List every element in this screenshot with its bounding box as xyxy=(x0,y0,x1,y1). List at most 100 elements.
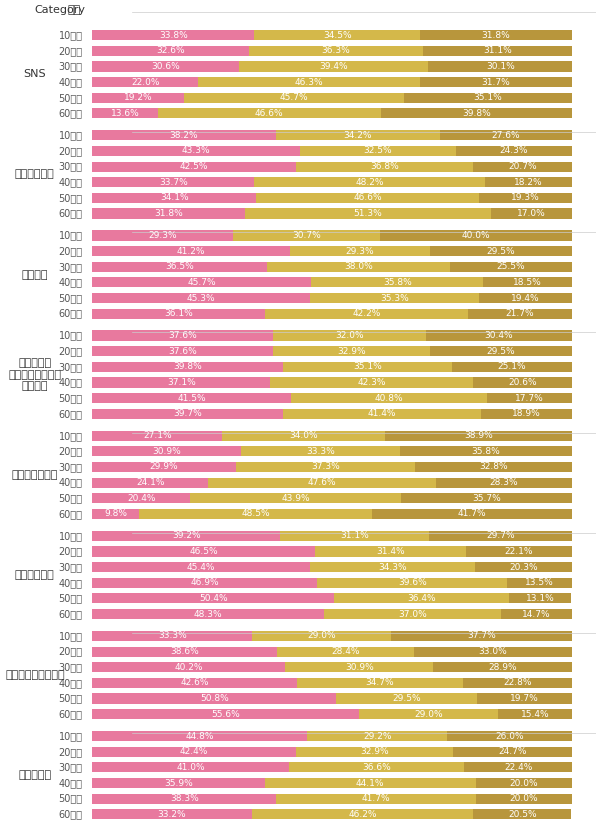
Text: 35.8%: 35.8% xyxy=(383,278,412,287)
Bar xyxy=(336,693,478,704)
Text: 39.8%: 39.8% xyxy=(173,362,202,371)
Bar xyxy=(430,246,572,256)
Bar xyxy=(491,209,572,219)
Bar xyxy=(92,709,359,720)
Bar xyxy=(92,161,296,172)
Bar xyxy=(92,93,184,103)
Text: 30歳代: 30歳代 xyxy=(59,662,83,672)
Text: 37.1%: 37.1% xyxy=(167,378,196,387)
Bar xyxy=(334,593,509,603)
Text: 13.6%: 13.6% xyxy=(110,109,139,118)
Text: 37.6%: 37.6% xyxy=(168,347,197,356)
Text: 34.7%: 34.7% xyxy=(365,678,394,687)
Bar xyxy=(256,193,479,203)
Bar xyxy=(296,746,454,757)
Text: 42.3%: 42.3% xyxy=(358,378,386,387)
Text: 20.6%: 20.6% xyxy=(508,378,537,387)
Text: 30.1%: 30.1% xyxy=(486,62,515,71)
Bar xyxy=(401,493,572,504)
Bar xyxy=(92,809,251,819)
Bar xyxy=(413,647,572,656)
Bar xyxy=(265,308,468,319)
Text: 15.4%: 15.4% xyxy=(521,710,549,719)
Bar xyxy=(248,46,423,56)
Bar xyxy=(473,161,572,172)
Bar xyxy=(487,393,572,403)
Text: 14.7%: 14.7% xyxy=(523,610,551,618)
Bar xyxy=(92,678,296,688)
Text: 37.7%: 37.7% xyxy=(467,632,496,641)
Text: 33.3%: 33.3% xyxy=(158,632,187,641)
Text: 33.7%: 33.7% xyxy=(159,178,188,187)
Text: 33.2%: 33.2% xyxy=(158,810,186,819)
Bar xyxy=(92,693,336,704)
Bar xyxy=(233,230,380,240)
Text: 39.6%: 39.6% xyxy=(398,578,427,588)
Bar xyxy=(92,46,248,56)
Bar xyxy=(433,662,572,672)
Text: 31.8%: 31.8% xyxy=(482,31,511,40)
Text: 10歳代: 10歳代 xyxy=(59,631,83,641)
Bar xyxy=(479,193,572,203)
Text: 27.6%: 27.6% xyxy=(491,130,520,140)
Text: 34.3%: 34.3% xyxy=(378,563,407,572)
Text: ニュース（
キュレーション）
メディア: ニュース（ キュレーション） メディア xyxy=(8,358,61,391)
Text: 50.4%: 50.4% xyxy=(199,594,227,603)
Text: 10歳代: 10歳代 xyxy=(59,30,83,40)
Text: 10歳代: 10歳代 xyxy=(59,731,83,741)
Bar xyxy=(296,678,463,688)
Text: 48.3%: 48.3% xyxy=(194,610,223,618)
Text: 31.7%: 31.7% xyxy=(481,77,510,86)
Bar xyxy=(270,377,473,387)
Text: 30歳代: 30歳代 xyxy=(59,361,83,371)
Bar xyxy=(254,30,420,40)
Bar xyxy=(92,762,289,773)
Text: 30.7%: 30.7% xyxy=(292,231,321,240)
Bar xyxy=(92,746,296,757)
Text: 29.2%: 29.2% xyxy=(363,731,391,740)
Bar xyxy=(415,462,572,472)
Text: 60歳代: 60歳代 xyxy=(59,809,83,819)
Bar xyxy=(507,578,572,588)
Text: 41.7%: 41.7% xyxy=(458,509,486,519)
Text: 29.5%: 29.5% xyxy=(487,347,515,356)
Text: 43.9%: 43.9% xyxy=(281,494,310,503)
Text: 46.2%: 46.2% xyxy=(348,810,377,819)
Bar xyxy=(92,662,285,672)
Text: 20.4%: 20.4% xyxy=(127,494,155,503)
Bar xyxy=(359,709,498,720)
Text: 18.2%: 18.2% xyxy=(514,178,543,187)
Bar xyxy=(473,809,571,819)
Text: 36.6%: 36.6% xyxy=(362,763,391,772)
Text: 20.0%: 20.0% xyxy=(509,794,538,804)
Text: 40歳代: 40歳代 xyxy=(59,678,83,688)
Bar xyxy=(92,462,236,472)
Text: 27.1%: 27.1% xyxy=(143,431,172,440)
Bar xyxy=(447,731,572,741)
Text: 40.8%: 40.8% xyxy=(375,394,403,403)
Bar xyxy=(92,61,239,71)
Bar xyxy=(452,361,572,372)
Bar xyxy=(92,278,311,288)
Text: 動画・音楽: 動画・音楽 xyxy=(18,770,52,780)
Text: 46.6%: 46.6% xyxy=(353,194,382,203)
Text: 35.8%: 35.8% xyxy=(472,447,500,456)
Text: 29.9%: 29.9% xyxy=(150,463,178,471)
Bar xyxy=(92,177,254,187)
Bar xyxy=(317,578,507,588)
Bar xyxy=(300,146,456,156)
Bar xyxy=(92,609,324,619)
Text: 40歳代: 40歳代 xyxy=(59,778,83,788)
Text: 31.8%: 31.8% xyxy=(154,209,183,218)
Text: 41.4%: 41.4% xyxy=(368,410,396,418)
Text: 42.6%: 42.6% xyxy=(180,678,209,687)
Text: 18.9%: 18.9% xyxy=(512,410,541,418)
Bar xyxy=(92,347,272,356)
Bar xyxy=(296,161,473,172)
Text: 13.5%: 13.5% xyxy=(525,578,554,588)
Text: 40歳代: 40歳代 xyxy=(59,177,83,187)
Bar xyxy=(475,562,572,573)
Text: 30歳代: 30歳代 xyxy=(59,61,83,71)
Text: 50歳代: 50歳代 xyxy=(59,694,83,704)
Text: 28.4%: 28.4% xyxy=(331,647,360,656)
